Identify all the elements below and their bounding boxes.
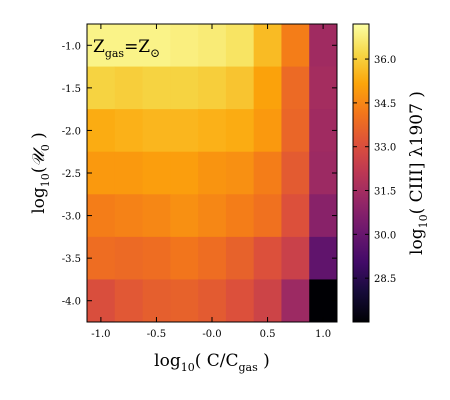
x-tick-label: 1.0 xyxy=(315,329,331,340)
heatmap-cell xyxy=(170,66,199,110)
heatmap-cell xyxy=(170,151,199,195)
heatmap-cell xyxy=(281,109,310,153)
heatmap-cell xyxy=(142,24,171,68)
heatmap-cell xyxy=(142,236,171,280)
colorbar-tick-label: 31.5 xyxy=(374,187,396,198)
heatmap-cell xyxy=(225,109,255,153)
heatmap-cell xyxy=(198,279,227,323)
heatmap-cell xyxy=(170,24,199,68)
heatmap-cell xyxy=(225,66,255,110)
y-tick-label: -1.0 xyxy=(62,41,81,52)
heatmap-cell xyxy=(253,236,282,280)
colorbar-tick-label: 36.0 xyxy=(374,55,396,66)
heatmap-cell xyxy=(225,151,255,195)
colorbar-tick-label: 30.0 xyxy=(374,230,396,241)
heatmap-cell xyxy=(225,24,255,68)
colorbar xyxy=(352,23,370,323)
heatmap-cell xyxy=(198,151,227,195)
heatmap-cell xyxy=(170,236,199,280)
heatmap-cells xyxy=(87,24,338,323)
heatmap-cell xyxy=(198,194,227,238)
heatmap-cell xyxy=(114,236,144,280)
y-tick-label: -2.5 xyxy=(62,169,81,180)
y-tick-label: -3.5 xyxy=(62,254,81,265)
heatmap-cell xyxy=(253,24,282,68)
x-tick-label: -1.0 xyxy=(91,329,110,340)
x-axis-label: log10( C/Cgas ) xyxy=(154,351,270,374)
heatmap-cell xyxy=(253,279,282,323)
heatmap-cell xyxy=(198,66,227,110)
heatmap-cell xyxy=(114,109,144,153)
x-axis-ticks: -1.0 -0.5 -0.0 0.5 1.0 xyxy=(91,24,331,340)
x-tick-label: -0.5 xyxy=(147,329,166,340)
heatmap-cell xyxy=(281,66,310,110)
x-tick-label: 0.5 xyxy=(260,329,276,340)
heatmap-cell xyxy=(142,109,171,153)
heatmap-cell xyxy=(198,24,227,68)
heatmap-cell xyxy=(281,194,310,238)
annotation: Zgas=Z⊙ xyxy=(93,37,160,60)
heatmap-cell xyxy=(225,194,255,238)
colorbar-tick-label: 28.5 xyxy=(374,274,396,285)
heatmap-cell xyxy=(114,151,144,195)
colorbar-tick-label: 33.0 xyxy=(374,143,396,154)
colorbar-tick-label: 34.5 xyxy=(374,99,396,110)
heatmap-cell xyxy=(253,109,282,153)
y-tick-label: -4.0 xyxy=(62,297,81,308)
heatmap-cell xyxy=(281,236,310,280)
heatmap-cell xyxy=(114,279,144,323)
heatmap-cell xyxy=(281,151,310,195)
y-axis-label: log10(𝒰0 ) xyxy=(29,132,52,214)
y-axis-ticks: -1.0 -1.5 -2.0 -2.5 -3.0 -3.5 -4.0 xyxy=(62,41,337,308)
y-tick-label: -2.0 xyxy=(62,126,81,137)
colorbar-label: log10( CIII] λ1907 ) xyxy=(407,91,430,255)
heatmap-cell xyxy=(142,279,171,323)
heatmap-cell xyxy=(114,24,144,68)
heatmap-cell xyxy=(253,194,282,238)
x-tick-label: -0.0 xyxy=(202,329,221,340)
heatmap-cell xyxy=(142,66,171,110)
heatmap-cell xyxy=(225,279,255,323)
heatmap-cell xyxy=(253,66,282,110)
heatmap-cell xyxy=(253,151,282,195)
heatmap-cell xyxy=(225,236,255,280)
heatmap-cell xyxy=(142,194,171,238)
heatmap-cell xyxy=(281,279,310,323)
heatmap-cell xyxy=(114,66,144,110)
heatmap-cell xyxy=(114,194,144,238)
heatmap-cell xyxy=(198,236,227,280)
heatmap-cell xyxy=(170,279,199,323)
heatmap-cell xyxy=(170,194,199,238)
colorbar-ticks: 28.5 30.0 31.5 33.0 34.5 36.0 xyxy=(353,55,396,285)
heatmap-cell xyxy=(170,109,199,153)
heatmap-cell xyxy=(281,24,310,68)
heatmap-cell xyxy=(142,151,171,195)
y-tick-label: -3.0 xyxy=(62,212,81,223)
heatmap-cell xyxy=(198,109,227,153)
y-tick-label: -1.5 xyxy=(62,84,81,95)
